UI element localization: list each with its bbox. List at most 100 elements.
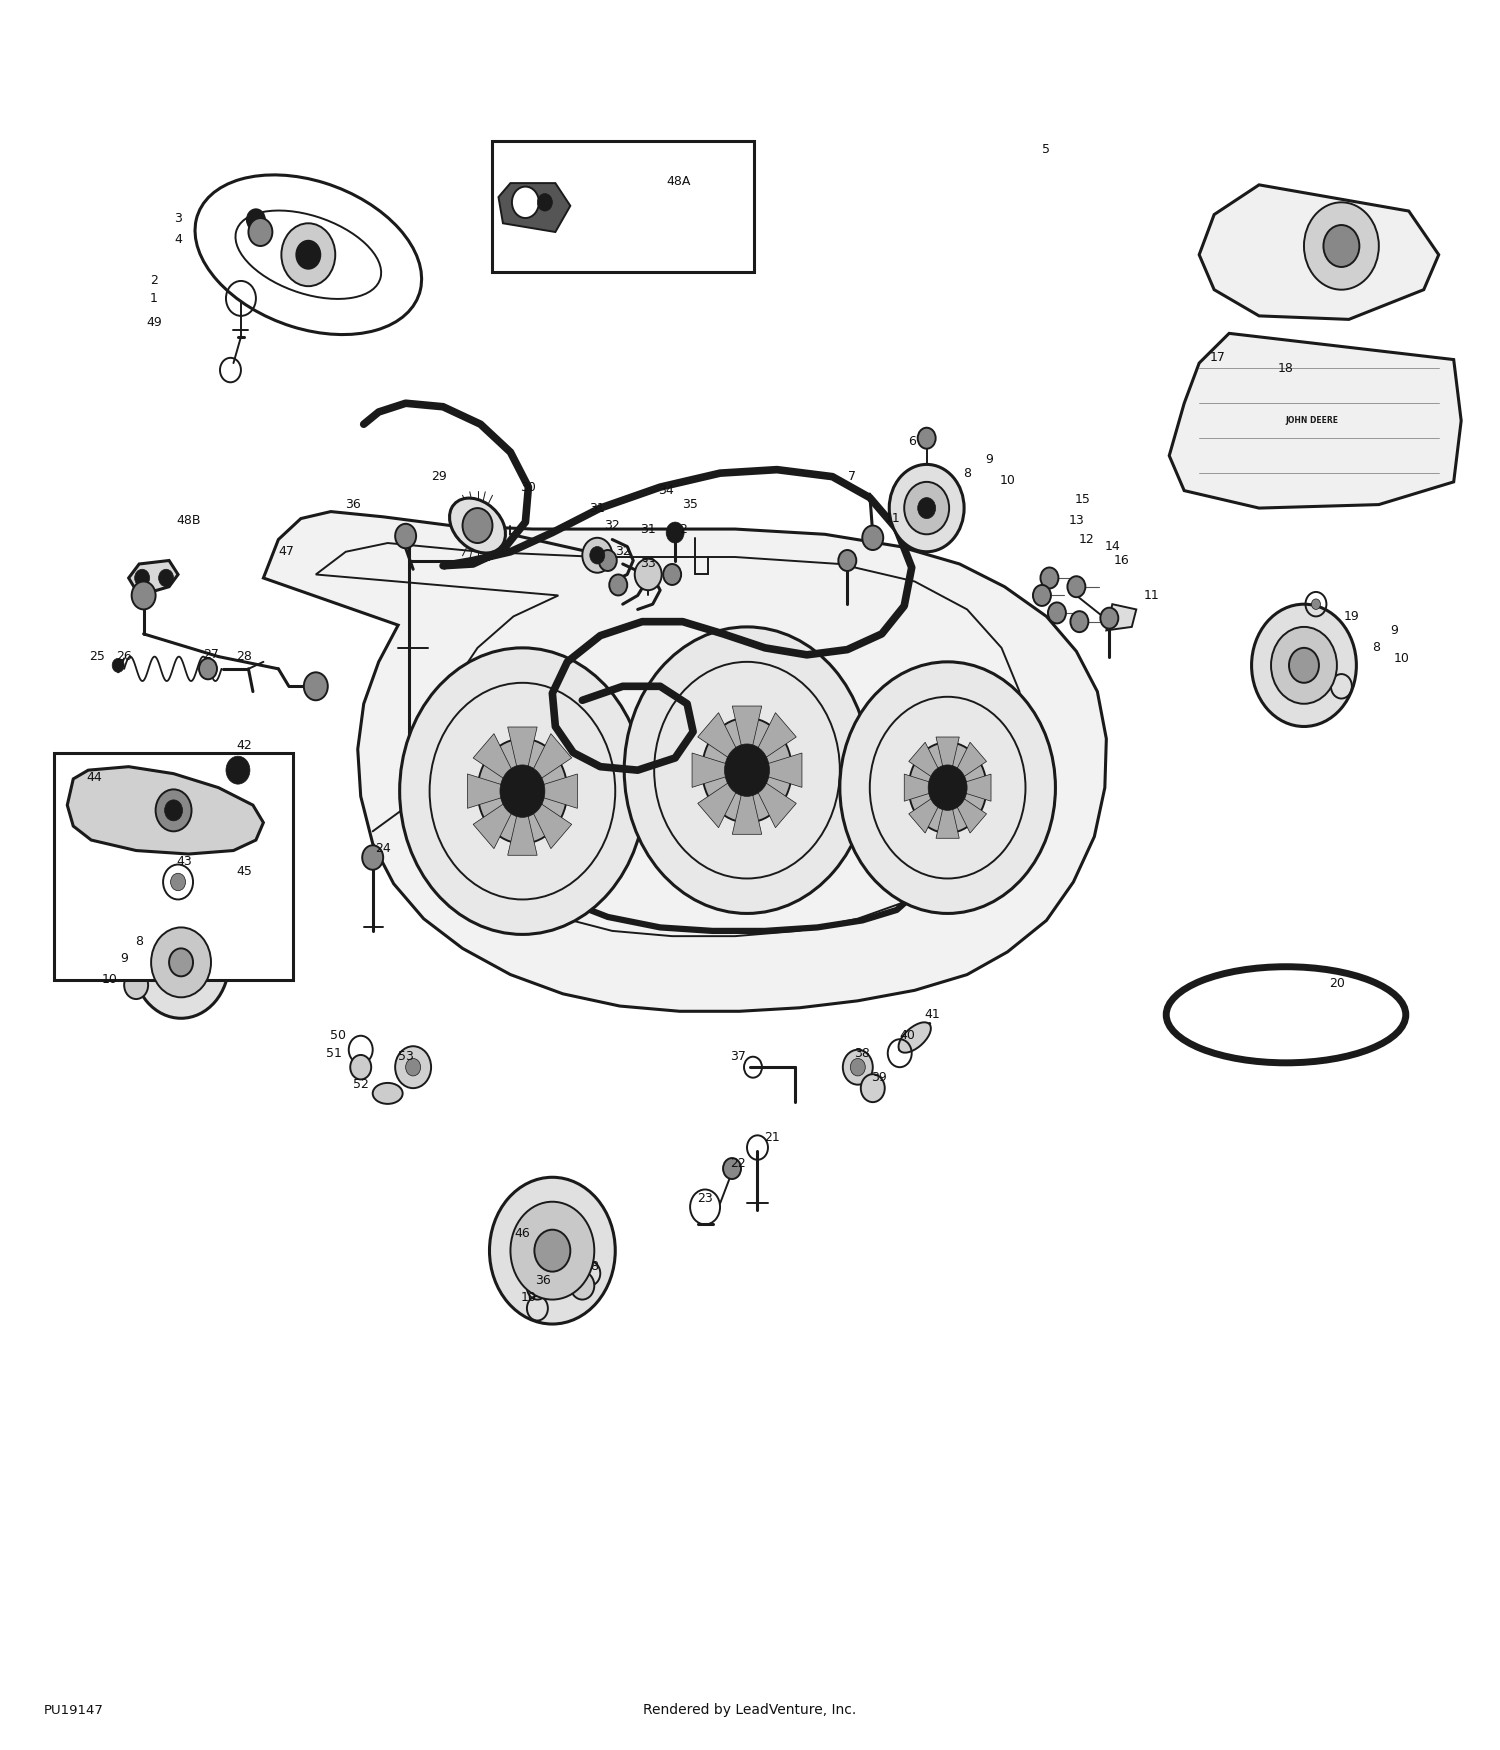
Circle shape	[634, 558, 662, 590]
Circle shape	[171, 873, 186, 891]
Circle shape	[462, 507, 492, 542]
Polygon shape	[698, 712, 747, 770]
Text: 39: 39	[871, 1071, 886, 1085]
Text: 36: 36	[345, 499, 362, 511]
Polygon shape	[264, 511, 1107, 1011]
Text: 29: 29	[430, 471, 447, 483]
Text: 37: 37	[730, 1050, 746, 1064]
Text: 20: 20	[1329, 977, 1346, 990]
Circle shape	[928, 765, 968, 810]
Text: 52: 52	[352, 1078, 369, 1092]
Text: 30: 30	[520, 481, 537, 493]
Circle shape	[1323, 226, 1359, 268]
Text: 31: 31	[640, 523, 656, 536]
Text: 45: 45	[236, 864, 252, 878]
Ellipse shape	[898, 1022, 932, 1054]
Text: 11: 11	[885, 513, 900, 525]
Text: 11: 11	[1143, 590, 1160, 602]
Polygon shape	[472, 733, 522, 791]
Circle shape	[598, 550, 616, 570]
Text: 8: 8	[135, 934, 142, 948]
Polygon shape	[507, 726, 537, 791]
Text: 22: 22	[730, 1157, 746, 1169]
Circle shape	[362, 845, 382, 870]
Circle shape	[282, 224, 336, 287]
Polygon shape	[936, 737, 960, 788]
Circle shape	[840, 662, 1056, 914]
Circle shape	[1034, 584, 1052, 605]
Ellipse shape	[372, 1083, 402, 1104]
Text: 6: 6	[908, 436, 915, 448]
Polygon shape	[522, 791, 572, 849]
Polygon shape	[698, 770, 747, 828]
Text: 26: 26	[117, 649, 132, 663]
Circle shape	[723, 1158, 741, 1180]
Bar	[492, 142, 754, 273]
Circle shape	[1288, 648, 1318, 682]
Polygon shape	[909, 742, 948, 788]
Text: 49: 49	[146, 317, 162, 329]
Circle shape	[112, 658, 125, 672]
Polygon shape	[472, 791, 522, 849]
Circle shape	[248, 210, 266, 231]
Circle shape	[394, 523, 416, 548]
Text: 48A: 48A	[666, 175, 690, 187]
Circle shape	[152, 928, 211, 997]
Polygon shape	[747, 770, 796, 828]
Text: 32: 32	[604, 520, 619, 532]
Polygon shape	[1107, 604, 1137, 630]
Text: 9: 9	[120, 952, 128, 966]
Text: 40: 40	[900, 1029, 915, 1043]
Text: 8: 8	[963, 467, 970, 480]
Text: 51: 51	[326, 1046, 342, 1060]
Circle shape	[304, 672, 328, 700]
Text: 10: 10	[999, 474, 1016, 487]
Text: 2: 2	[150, 275, 158, 287]
Polygon shape	[468, 774, 522, 808]
Polygon shape	[948, 774, 992, 802]
Circle shape	[512, 187, 538, 219]
Circle shape	[843, 1050, 873, 1085]
Polygon shape	[68, 766, 264, 854]
Text: 50: 50	[330, 1029, 346, 1043]
Polygon shape	[522, 733, 572, 791]
Text: 10: 10	[520, 1292, 537, 1304]
Circle shape	[909, 742, 987, 833]
Text: 19: 19	[1344, 611, 1360, 623]
Text: 36: 36	[536, 1274, 552, 1286]
Polygon shape	[747, 752, 802, 788]
Text: 44: 44	[87, 770, 102, 784]
Circle shape	[1304, 203, 1378, 290]
Polygon shape	[948, 742, 987, 788]
Text: 42: 42	[236, 738, 252, 752]
Circle shape	[1041, 567, 1059, 588]
Circle shape	[124, 971, 148, 999]
Circle shape	[249, 219, 273, 247]
Circle shape	[350, 1055, 370, 1080]
Text: 41: 41	[926, 1008, 940, 1022]
Circle shape	[702, 718, 792, 822]
Text: 21: 21	[765, 1130, 780, 1143]
Ellipse shape	[450, 499, 506, 553]
Circle shape	[570, 1272, 594, 1300]
Text: 34: 34	[658, 485, 674, 497]
Text: 53: 53	[398, 1050, 414, 1064]
Ellipse shape	[195, 175, 422, 334]
Circle shape	[156, 789, 192, 831]
Circle shape	[1311, 598, 1320, 609]
Text: 28: 28	[236, 649, 252, 663]
Polygon shape	[732, 705, 762, 770]
Circle shape	[624, 626, 870, 914]
Polygon shape	[522, 774, 578, 808]
Polygon shape	[498, 184, 570, 233]
Circle shape	[200, 658, 217, 679]
Text: 15: 15	[1074, 493, 1090, 506]
Text: 10: 10	[1394, 651, 1408, 665]
Circle shape	[861, 1074, 885, 1102]
Polygon shape	[747, 712, 796, 770]
Circle shape	[510, 1202, 594, 1300]
Circle shape	[918, 427, 936, 448]
Polygon shape	[129, 560, 178, 595]
Text: 17: 17	[1209, 352, 1225, 364]
Circle shape	[537, 194, 552, 212]
